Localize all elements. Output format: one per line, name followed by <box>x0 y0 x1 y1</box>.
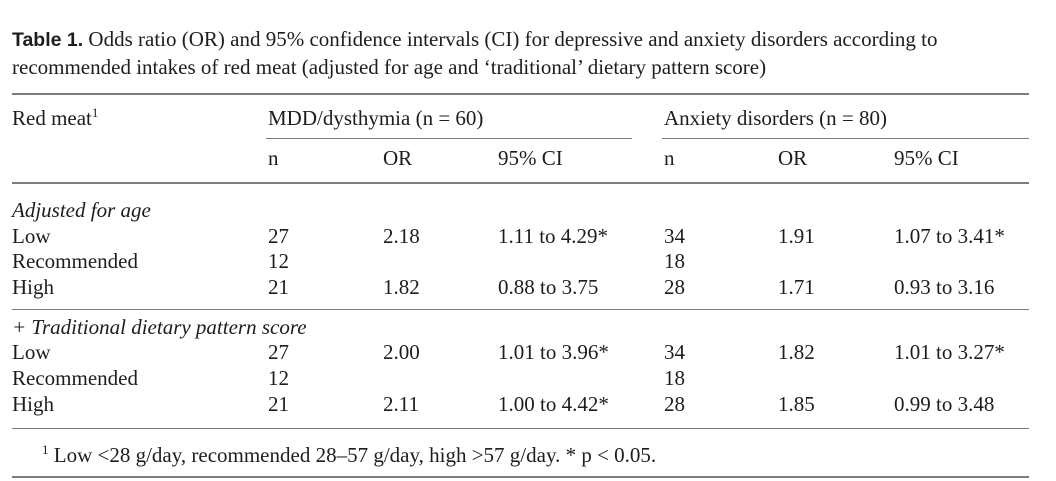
subheader-ci-mdd: 95% CI <box>498 146 563 170</box>
section-title: + Traditional dietary pattern score <box>12 315 307 339</box>
row-label: Recommended <box>12 249 138 273</box>
header-row-label-sup: 1 <box>91 105 99 120</box>
table-caption: Table 1. Odds ratio (OR) and 95% confide… <box>12 26 1042 81</box>
cell-or-anxiety: 1.85 <box>778 392 815 416</box>
section-divider-rule <box>12 309 1029 310</box>
cell-or-anxiety: 1.82 <box>778 340 815 364</box>
cell-n-anxiety: 34 <box>664 340 685 364</box>
cell-n-mdd: 12 <box>268 249 289 273</box>
footnote-bottom-rule <box>12 476 1029 478</box>
cell-or-mdd: 1.82 <box>383 275 420 299</box>
cell-ci-mdd: 1.01 to 3.96* <box>498 340 609 364</box>
cell-ci-mdd: 0.88 to 3.75 <box>498 275 599 299</box>
cell-n-mdd: 21 <box>268 275 289 299</box>
row-label: Recommended <box>12 366 138 390</box>
top-rule <box>12 93 1029 95</box>
caption-text: Odds ratio (OR) and 95% confidence inter… <box>12 27 938 79</box>
subheader-n-mdd: n <box>268 146 279 170</box>
cell-ci-anxiety: 0.93 to 3.16 <box>894 275 995 299</box>
cell-n-anxiety: 18 <box>664 249 685 273</box>
cell-ci-mdd: 1.00 to 4.42* <box>498 392 609 416</box>
subheader-n-anxiety: n <box>664 146 675 170</box>
row-label: High <box>12 392 54 416</box>
subheader-or-anxiety: OR <box>778 146 808 170</box>
cell-or-mdd: 2.11 <box>383 392 419 416</box>
cell-ci-anxiety: 0.99 to 3.48 <box>894 392 995 416</box>
group-rule-mdd <box>266 138 632 139</box>
row-label: High <box>12 275 54 299</box>
header-bottom-rule <box>12 182 1029 184</box>
cell-n-anxiety: 34 <box>664 224 685 248</box>
header-row-label: Red meat1 <box>12 106 98 130</box>
cell-n-anxiety: 28 <box>664 392 685 416</box>
header-row-label-text: Red meat <box>12 106 92 130</box>
group-rule-anxiety <box>662 138 1029 139</box>
header-group-mdd: MDD/dysthymia (n = 60) <box>268 106 484 130</box>
cell-n-mdd: 27 <box>268 340 289 364</box>
cell-or-anxiety: 1.91 <box>778 224 815 248</box>
cell-or-anxiety: 1.71 <box>778 275 815 299</box>
table-footnote: 1 Low <28 g/day, recommended 28–57 g/day… <box>42 443 656 467</box>
cell-n-mdd: 12 <box>268 366 289 390</box>
cell-n-mdd: 27 <box>268 224 289 248</box>
footnote-sup: 1 <box>42 442 49 457</box>
subheader-or-mdd: OR <box>383 146 413 170</box>
footnote-text: Low <28 g/day, recommended 28–57 g/day, … <box>48 443 657 467</box>
table-label: Table 1. <box>12 29 84 51</box>
cell-ci-mdd: 1.11 to 4.29* <box>498 224 609 248</box>
cell-n-mdd: 21 <box>268 392 289 416</box>
header-group-anxiety: Anxiety disorders (n = 80) <box>664 106 887 130</box>
subheader-ci-anxiety: 95% CI <box>894 146 959 170</box>
cell-n-anxiety: 18 <box>664 366 685 390</box>
cell-or-mdd: 2.00 <box>383 340 420 364</box>
row-label: Low <box>12 340 51 364</box>
table-bottom-rule <box>12 428 1029 429</box>
cell-ci-anxiety: 1.01 to 3.27* <box>894 340 1005 364</box>
cell-or-mdd: 2.18 <box>383 224 420 248</box>
section-title: Adjusted for age <box>12 198 151 222</box>
cell-n-anxiety: 28 <box>664 275 685 299</box>
cell-ci-anxiety: 1.07 to 3.41* <box>894 224 1005 248</box>
row-label: Low <box>12 224 51 248</box>
